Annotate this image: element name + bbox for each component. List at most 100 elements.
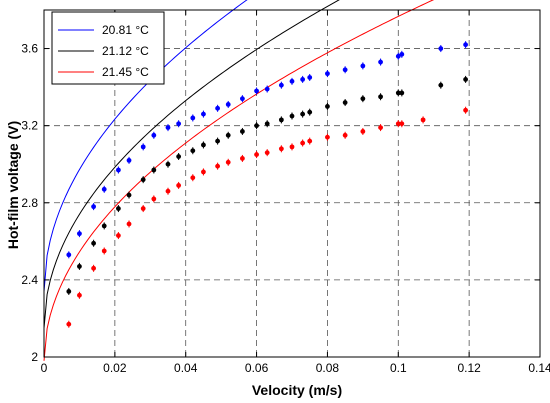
data-point bbox=[116, 206, 121, 211]
data-point bbox=[300, 140, 306, 146]
data-point bbox=[463, 42, 468, 48]
legend-label: 21.45 °C bbox=[102, 65, 149, 79]
x-tick-label: 0.04 bbox=[174, 361, 198, 375]
y-tick-label: 2.4 bbox=[21, 273, 38, 287]
data-point bbox=[215, 138, 221, 144]
data-point bbox=[254, 88, 259, 94]
data-point bbox=[151, 132, 157, 138]
y-axis-label: Hot-film voltage (V) bbox=[5, 121, 21, 249]
data-point bbox=[66, 321, 72, 327]
data-point bbox=[190, 115, 196, 121]
data-point bbox=[116, 167, 121, 173]
data-point bbox=[399, 90, 405, 96]
data-point bbox=[176, 183, 182, 188]
data-point bbox=[176, 121, 182, 127]
data-point bbox=[240, 96, 245, 102]
data-point bbox=[225, 102, 231, 107]
data-point bbox=[91, 265, 96, 271]
data-point bbox=[77, 263, 82, 269]
data-point bbox=[378, 59, 383, 65]
x-tick-label: 0.08 bbox=[316, 361, 340, 375]
data-point bbox=[151, 167, 157, 173]
fit-curves bbox=[43, 0, 435, 361]
data-point bbox=[395, 121, 401, 127]
data-point bbox=[278, 146, 284, 152]
data-point bbox=[438, 82, 444, 88]
data-point bbox=[360, 96, 366, 102]
data-point bbox=[399, 51, 405, 57]
fit-curve bbox=[43, 0, 340, 329]
data-point bbox=[307, 109, 313, 115]
data-point bbox=[165, 188, 171, 194]
data-point bbox=[240, 129, 245, 134]
data-points bbox=[66, 41, 468, 328]
data-point bbox=[101, 248, 107, 254]
legend: 20.81 °C 21.12 °C 21.45 °C bbox=[51, 11, 165, 85]
x-tick-label: 0 bbox=[41, 361, 48, 375]
data-point bbox=[140, 206, 146, 211]
data-point bbox=[264, 121, 270, 127]
data-point bbox=[420, 117, 426, 123]
y-tick-labels: 2 2.4 2.8 3.2 3.6 bbox=[21, 42, 38, 364]
data-point bbox=[116, 233, 121, 238]
data-point bbox=[101, 223, 107, 229]
data-point bbox=[190, 175, 196, 181]
data-point bbox=[342, 132, 348, 138]
data-point bbox=[126, 221, 132, 227]
data-point bbox=[140, 144, 146, 150]
data-point bbox=[165, 161, 171, 167]
data-point bbox=[395, 53, 401, 59]
data-point bbox=[300, 77, 306, 82]
data-point bbox=[438, 46, 444, 51]
x-tick-label: 0.14 bbox=[528, 361, 550, 375]
data-point bbox=[215, 163, 221, 169]
data-point bbox=[325, 103, 330, 109]
data-point bbox=[165, 125, 171, 130]
data-point bbox=[399, 121, 405, 127]
data-point bbox=[463, 107, 468, 113]
data-point bbox=[126, 192, 132, 198]
data-point bbox=[190, 148, 196, 154]
data-point bbox=[289, 144, 295, 150]
data-point bbox=[264, 86, 270, 92]
data-point bbox=[300, 111, 306, 117]
data-point bbox=[215, 105, 221, 111]
data-point bbox=[91, 204, 96, 210]
x-tick-label: 0.06 bbox=[245, 361, 269, 375]
data-point bbox=[360, 129, 366, 134]
data-point bbox=[240, 156, 245, 161]
x-axis-label: Velocity (m/s) bbox=[252, 382, 342, 398]
x-tick-label: 0.12 bbox=[457, 361, 481, 375]
data-point bbox=[325, 134, 330, 140]
legend-label: 20.81 °C bbox=[102, 23, 149, 37]
data-point bbox=[201, 169, 206, 175]
y-tick-label: 2 bbox=[31, 350, 38, 364]
data-point bbox=[360, 63, 366, 69]
data-point bbox=[201, 111, 206, 117]
data-point bbox=[278, 82, 284, 88]
data-point bbox=[278, 117, 284, 123]
data-point bbox=[77, 292, 82, 298]
data-point bbox=[307, 138, 313, 144]
data-point bbox=[77, 231, 82, 237]
data-point bbox=[254, 123, 259, 129]
fit-curve bbox=[43, 0, 435, 361]
x-tick-label: 0.02 bbox=[103, 361, 127, 375]
data-point bbox=[66, 252, 72, 258]
data-point bbox=[254, 152, 259, 157]
data-point bbox=[378, 94, 383, 100]
data-point bbox=[140, 177, 146, 183]
plot-frame bbox=[43, 9, 541, 358]
data-point bbox=[342, 100, 348, 105]
data-point bbox=[264, 150, 270, 156]
x-tick-label: 0.1 bbox=[390, 361, 407, 375]
y-tick-label: 3.6 bbox=[21, 42, 38, 56]
data-point bbox=[342, 67, 348, 73]
data-point bbox=[201, 142, 206, 148]
data-point bbox=[225, 159, 231, 165]
y-tick-label: 3.2 bbox=[21, 119, 38, 133]
x-tick-labels: 0 0.02 0.04 0.06 0.08 0.1 0.12 0.14 bbox=[41, 361, 550, 375]
data-point bbox=[126, 157, 132, 163]
axis-ticks bbox=[43, 10, 541, 358]
